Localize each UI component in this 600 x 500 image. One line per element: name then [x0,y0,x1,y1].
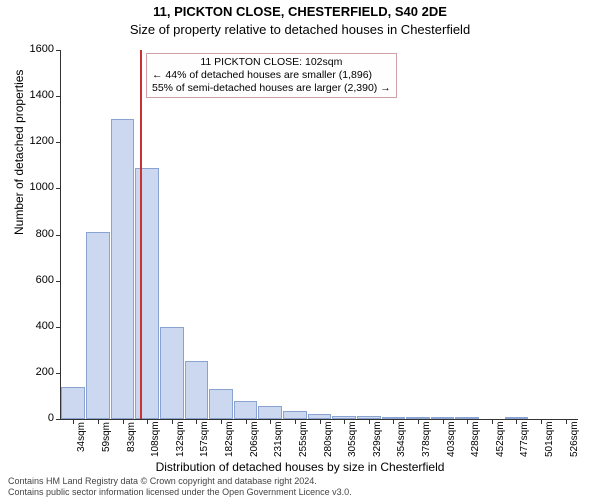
x-tick-label: 182sqm [224,422,235,458]
x-tick-label: 452sqm [495,422,506,458]
x-tick-label: 157sqm [199,422,210,458]
x-tick-label: 34sqm [76,422,87,452]
x-tick-label: 108sqm [150,422,161,458]
histogram-bar [185,361,209,419]
footer-line1: Contains HM Land Registry data © Crown c… [8,476,317,486]
x-tick-label: 132sqm [175,422,186,458]
reference-line [140,50,142,419]
histogram-bar [111,119,135,419]
histogram-bar [234,401,258,419]
histogram-bar [258,406,282,419]
y-tick-label: 400 [36,320,54,332]
x-tick-label: 354sqm [396,422,407,458]
x-tick-label: 378sqm [421,422,432,458]
x-tick-label: 83sqm [126,422,137,452]
y-tick-label: 1600 [30,43,54,55]
y-tick-label: 1400 [30,89,54,101]
x-tick-label: 305sqm [347,422,358,458]
x-tick-label: 59sqm [101,422,112,452]
y-tick-label: 600 [36,274,54,286]
y-tick-label: 200 [36,366,54,378]
attribution-footer: Contains HM Land Registry data © Crown c… [8,476,592,498]
annotation-line: ← 44% of detached houses are smaller (1,… [152,69,391,82]
histogram-bar [283,411,307,419]
chart-subtitle: Size of property relative to detached ho… [0,22,600,37]
x-tick-label: 206sqm [249,422,260,458]
histogram-bar [61,387,85,419]
x-axis-label: Distribution of detached houses by size … [0,460,600,474]
y-tick-label: 0 [48,412,54,424]
histogram-bar [135,168,159,419]
x-tick-label: 255sqm [298,422,309,458]
x-tick-label: 280sqm [323,422,334,458]
annotation-line: 11 PICKTON CLOSE: 102sqm [152,56,391,69]
chart-title-address: 11, PICKTON CLOSE, CHESTERFIELD, S40 2DE [0,4,600,19]
chart-container: 11, PICKTON CLOSE, CHESTERFIELD, S40 2DE… [0,0,600,500]
x-tick-label: 526sqm [569,422,580,458]
x-tick-label: 329sqm [372,422,383,458]
footer-line2: Contains public sector information licen… [8,487,592,498]
histogram-bars [61,50,578,419]
x-tick-label: 477sqm [519,422,530,458]
x-tick-label: 231sqm [273,422,284,458]
annotation-box: 11 PICKTON CLOSE: 102sqm← 44% of detache… [146,53,397,98]
plot-area: 0200400600800100012001400160034sqm59sqm8… [60,50,578,420]
histogram-bar [209,389,233,419]
x-tick-label: 403sqm [446,422,457,458]
y-axis-label: Number of detached properties [12,70,26,235]
x-tick-label: 428sqm [470,422,481,458]
histogram-bar [160,327,184,419]
y-tick-label: 1200 [30,135,54,147]
y-tick-label: 800 [36,228,54,240]
x-tick-label: 501sqm [544,422,555,458]
histogram-bar [86,232,110,419]
annotation-line: 55% of semi-detached houses are larger (… [152,82,391,95]
y-tick-label: 1000 [30,181,54,193]
